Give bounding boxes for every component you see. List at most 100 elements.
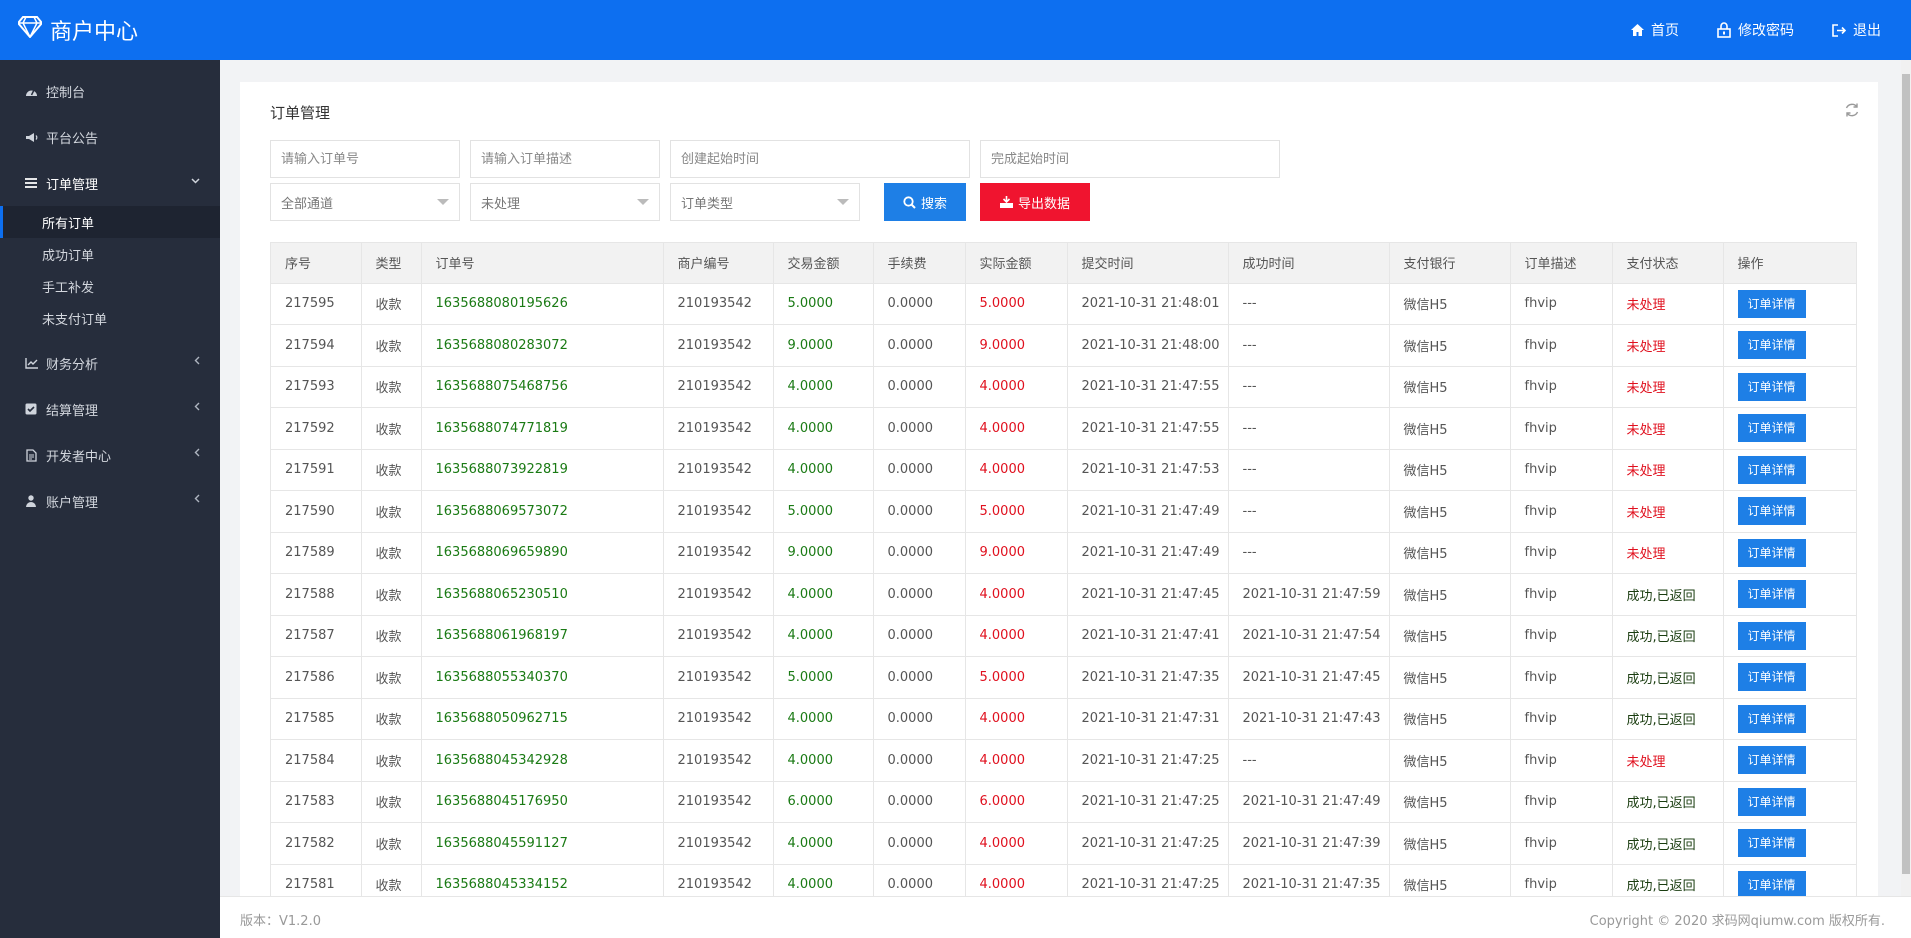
sidebar-subitem-all-orders[interactable]: 所有订单 bbox=[0, 206, 220, 238]
order-detail-button[interactable]: 订单详情 bbox=[1737, 829, 1806, 858]
diamond-icon bbox=[16, 16, 50, 44]
order-detail-button[interactable]: 订单详情 bbox=[1737, 704, 1806, 733]
table-cell-actions: 订单详情 bbox=[1723, 449, 1856, 491]
order-detail-button[interactable]: 订单详情 bbox=[1737, 538, 1806, 567]
table-cell: --- bbox=[1228, 283, 1390, 325]
nav-home[interactable]: 首页 bbox=[1631, 20, 1679, 40]
sidebar-item-developer[interactable]: 开发者中心 bbox=[0, 432, 220, 478]
table-cell: 2021-10-31 21:47:54 bbox=[1228, 615, 1390, 657]
sidebar-item-label: 平台公告 bbox=[46, 131, 99, 147]
table-cell: 0.0000 bbox=[873, 283, 966, 325]
nav-change-password[interactable]: 修改密码 bbox=[1717, 20, 1794, 40]
table-row: 217582 收款 1635688045591127 210193542 4.0000 0… bbox=[271, 822, 1856, 865]
brand-title: 商户中心 bbox=[50, 20, 139, 45]
order-detail-button[interactable]: 订单详情 bbox=[1737, 497, 1806, 526]
table-cell: 2021-10-31 21:47:31 bbox=[1067, 698, 1229, 740]
table-cell: --- bbox=[1228, 532, 1390, 574]
order-detail-button[interactable]: 订单详情 bbox=[1737, 331, 1806, 360]
sidebar-item-announcements[interactable]: 平台公告 bbox=[0, 114, 220, 160]
order-detail-button[interactable]: 订单详情 bbox=[1737, 746, 1806, 775]
column-header: 提交时间 bbox=[1067, 243, 1229, 284]
order-detail-button[interactable]: 订单详情 bbox=[1737, 870, 1806, 896]
table-cell: 9.0000 bbox=[773, 532, 874, 574]
table-cell: 成功,已返回 bbox=[1612, 822, 1724, 865]
order-detail-button[interactable]: 订单详情 bbox=[1737, 580, 1806, 609]
table-cell-actions: 订单详情 bbox=[1723, 407, 1856, 450]
table-cell: 217594 bbox=[271, 324, 362, 367]
order-detail-button[interactable]: 订单详情 bbox=[1737, 455, 1806, 484]
nav-logout[interactable]: 退出 bbox=[1832, 20, 1881, 40]
sidebar-subitem-unpaid-orders[interactable]: 未支付订单 bbox=[42, 312, 108, 328]
table-cell: 微信H5 bbox=[1389, 781, 1511, 823]
table-cell: 0.0000 bbox=[873, 739, 966, 782]
table-cell: 1635688080195626 bbox=[421, 283, 664, 325]
finish-time-input[interactable] bbox=[991, 151, 1279, 167]
table-cell: 收款 bbox=[361, 490, 422, 533]
order-panel: 订单管理 全部通道 未处理 订单类型 搜索 bbox=[240, 82, 1878, 896]
table-cell: 0.0000 bbox=[873, 698, 966, 740]
order-detail-button[interactable]: 订单详情 bbox=[1737, 663, 1806, 692]
order-type-select[interactable]: 订单类型 bbox=[670, 183, 860, 221]
table-cell: 4.0000 bbox=[965, 698, 1068, 740]
order-detail-button[interactable]: 订单详情 bbox=[1737, 289, 1806, 318]
order-detail-button[interactable]: 订单详情 bbox=[1737, 621, 1806, 650]
table-header-row: 序号 类型 订单号 商户编号 交易金额 手续费 实际金额 提交时间 成功时间 支… bbox=[271, 243, 1856, 284]
order-detail-button[interactable]: 订单详情 bbox=[1737, 372, 1806, 401]
home-icon bbox=[1631, 24, 1644, 36]
page-scrollbar[interactable] bbox=[1901, 60, 1911, 896]
sidebar-item-label: 账户管理 bbox=[46, 495, 99, 511]
table-cell: 2021-10-31 21:47:45 bbox=[1228, 656, 1390, 699]
table-cell: 微信H5 bbox=[1389, 698, 1511, 740]
refresh-icon[interactable] bbox=[1844, 102, 1860, 122]
table-cell: 2021-10-31 21:48:01 bbox=[1067, 283, 1229, 325]
sidebar-subitem-manual-resend[interactable]: 手工补发 bbox=[42, 280, 95, 296]
table-cell: 4.0000 bbox=[773, 366, 874, 408]
table-cell: 收款 bbox=[361, 407, 422, 450]
column-header: 序号 bbox=[271, 243, 362, 284]
table-row: 217591 收款 1635688073922819 210193542 4.0000 0… bbox=[271, 449, 1856, 491]
sidebar-item-account[interactable]: 账户管理 bbox=[0, 478, 220, 524]
table-cell: 210193542 bbox=[663, 615, 774, 657]
table-cell: 2021-10-31 21:47:25 bbox=[1067, 739, 1229, 782]
table-cell: 217592 bbox=[271, 407, 362, 450]
brand[interactable]: 商户中心 bbox=[16, 0, 139, 60]
table-cell: 6.0000 bbox=[773, 781, 874, 823]
order-desc-input[interactable] bbox=[481, 151, 659, 167]
table-row: 217586 收款 1635688055340370 210193542 5.0000 0… bbox=[271, 656, 1856, 699]
table-row: 217583 收款 1635688045176950 210193542 6.0000 0… bbox=[271, 781, 1856, 823]
search-button[interactable]: 搜索 bbox=[884, 183, 966, 221]
scrollbar-thumb[interactable] bbox=[1902, 74, 1910, 874]
table-cell: 1635688080283072 bbox=[421, 324, 664, 367]
table-cell: fhvip bbox=[1510, 573, 1613, 616]
table-cell: 2021-10-31 21:47:49 bbox=[1067, 490, 1229, 533]
export-button[interactable]: 导出数据 bbox=[980, 183, 1090, 221]
column-header: 订单号 bbox=[421, 243, 664, 284]
list-icon bbox=[24, 178, 38, 188]
order-detail-button[interactable]: 订单详情 bbox=[1737, 414, 1806, 443]
column-header: 类型 bbox=[361, 243, 422, 284]
table-cell: 未处理 bbox=[1612, 407, 1724, 450]
sidebar-item-settlement[interactable]: 结算管理 bbox=[0, 386, 220, 432]
table-cell: 收款 bbox=[361, 449, 422, 491]
sidebar-item-finance[interactable]: 财务分析 bbox=[0, 340, 220, 386]
table-row: 217588 收款 1635688065230510 210193542 4.0000 0… bbox=[271, 573, 1856, 616]
table-cell: 收款 bbox=[361, 656, 422, 699]
table-cell: 217585 bbox=[271, 698, 362, 740]
status-select[interactable]: 未处理 bbox=[470, 183, 660, 221]
table-cell: 1635688074771819 bbox=[421, 407, 664, 450]
order-detail-button[interactable]: 订单详情 bbox=[1737, 787, 1806, 816]
table-cell: 4.0000 bbox=[773, 449, 874, 491]
create-time-input[interactable] bbox=[681, 151, 969, 167]
table-cell: 未处理 bbox=[1612, 532, 1724, 574]
table-cell: 2021-10-31 21:47:25 bbox=[1067, 822, 1229, 865]
order-no-input[interactable] bbox=[281, 151, 459, 167]
table-cell: 0.0000 bbox=[873, 490, 966, 533]
channel-select[interactable]: 全部通道 bbox=[270, 183, 460, 221]
sidebar-subitem-success-orders[interactable]: 成功订单 bbox=[42, 248, 95, 264]
search-icon bbox=[903, 195, 916, 209]
sidebar-item-dashboard[interactable]: 控制台 bbox=[0, 68, 220, 114]
copyright-label: Copyright © 2020 求码网qiumw.com 版权所有. bbox=[1589, 914, 1885, 929]
sidebar-item-orders[interactable]: 订单管理 bbox=[0, 160, 220, 206]
table-cell: fhvip bbox=[1510, 532, 1613, 574]
table-cell: 5.0000 bbox=[965, 656, 1068, 699]
